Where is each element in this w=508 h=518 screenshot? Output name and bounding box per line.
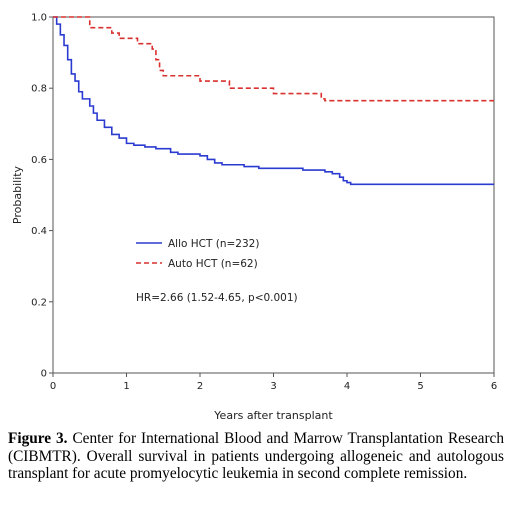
y-tick-label: 0 — [41, 369, 47, 380]
x-tick-label: 3 — [270, 381, 276, 392]
x-tick-label: 2 — [197, 381, 203, 392]
x-tick-label: 0 — [50, 381, 56, 392]
plot-frame — [52, 16, 495, 374]
x-tick-label: 5 — [417, 381, 423, 392]
figure-caption-text: Center for International Blood and Marro… — [8, 430, 504, 482]
y-axis-label: Probability — [11, 165, 24, 224]
legend: Allo HCT (n=232) Auto HCT (n=62) — [136, 238, 259, 270]
x-tick-label: 4 — [344, 381, 350, 392]
y-tick-label: 0.6 — [31, 155, 47, 166]
x-tick-label: 6 — [491, 381, 497, 392]
y-tick-label: 0.8 — [31, 84, 47, 95]
series-layer — [53, 16, 494, 186]
legend-label-allo: Allo HCT (n=232) — [168, 238, 259, 250]
survival-chart: 0 1 2 3 4 5 6 0 0.2 0.4 0.6 0.8 1.0 Years after trans… — [11, 13, 497, 423]
legend-label-auto: Auto HCT (n=62) — [168, 258, 258, 270]
y-tick-label: 1.0 — [31, 13, 47, 24]
figure-label: Figure 3. — [8, 430, 68, 447]
y-tick-label: 0.2 — [31, 297, 47, 308]
plot-axes: 0 1 2 3 4 5 6 0 0.2 0.4 0.6 0.8 1.0 Years after trans… — [11, 13, 497, 423]
x-tick-label: 1 — [123, 381, 129, 392]
y-tick-label: 0.4 — [31, 226, 47, 237]
x-axis-label: Years after transplant — [213, 409, 333, 422]
hazard-ratio-annotation: HR=2.66 (1.52-4.65, p<0.001) — [136, 292, 298, 304]
figure-caption: Figure 3. Center for International Blood… — [8, 430, 504, 483]
series-line-allo — [53, 16, 494, 186]
series-line-auto — [53, 16, 494, 102]
